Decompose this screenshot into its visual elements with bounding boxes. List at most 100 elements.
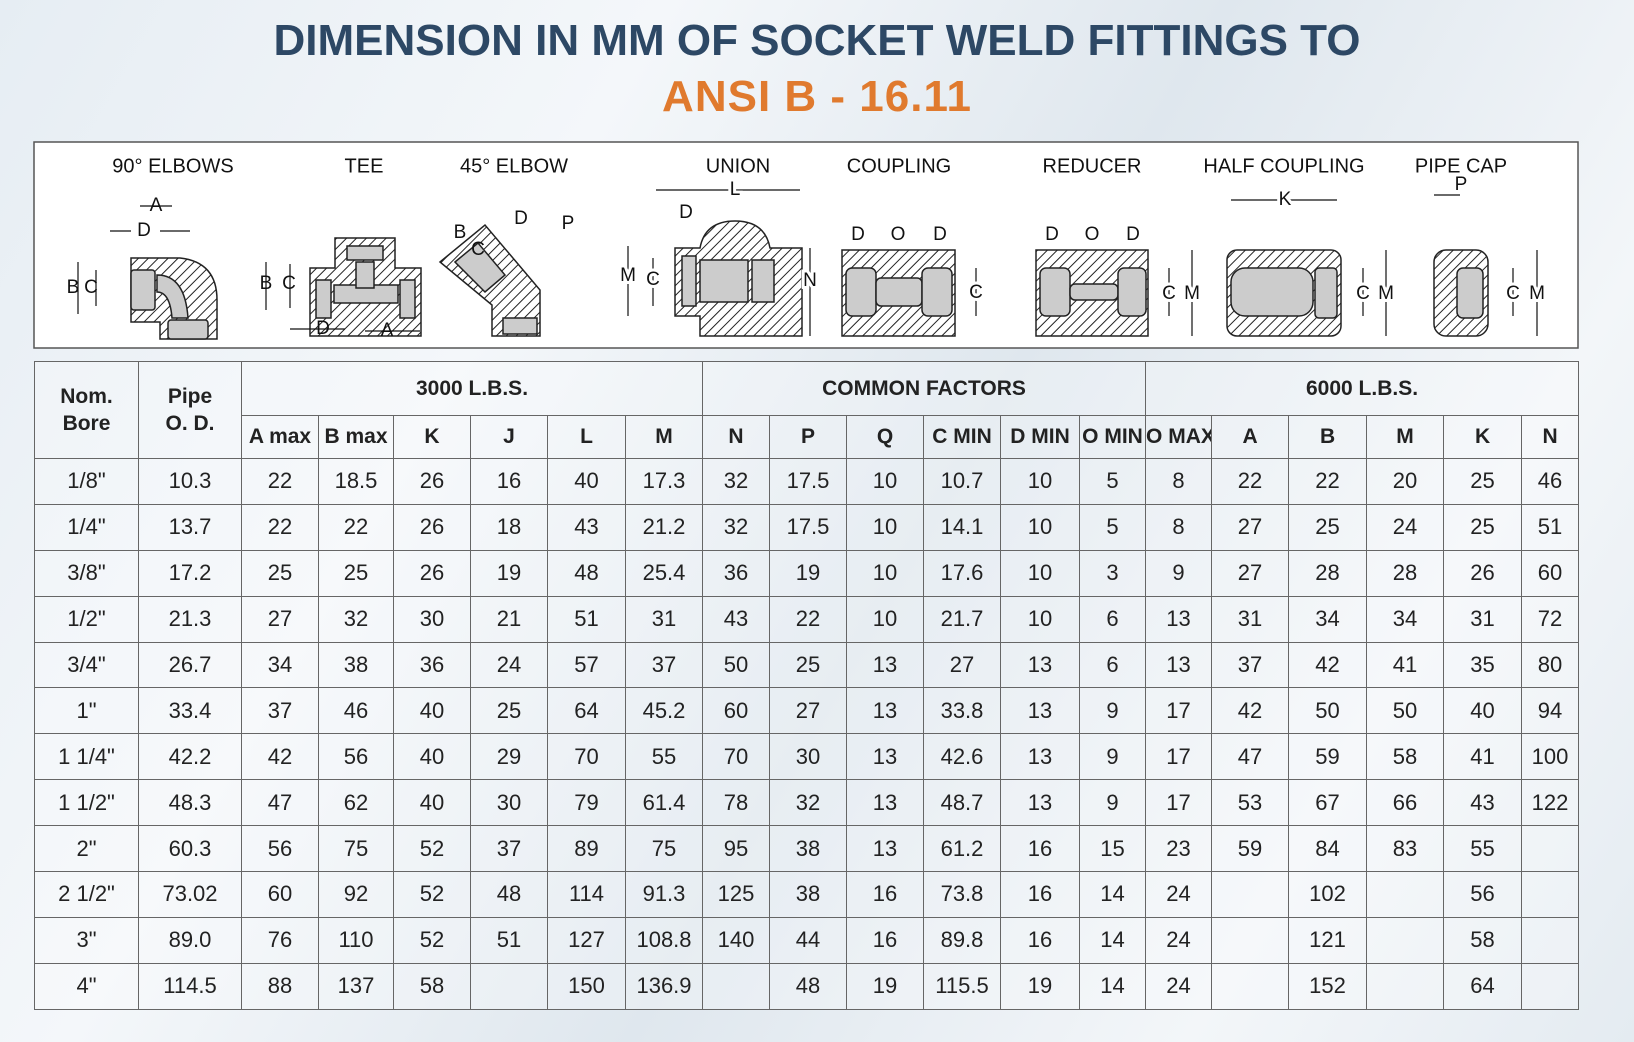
- table-row: 4" 114.5 88 137 58 150 136.9 48 19 115.5 19 14 24 152…: [34, 962, 1580, 1010]
- table-cell: 38: [318, 641, 394, 689]
- table-cell: 13: [846, 641, 924, 689]
- table-cell: 26: [1443, 549, 1523, 597]
- table-cell: 40: [393, 687, 471, 735]
- table-row: A max B max K J L M N P Q C MIN D MIN O MIN O MAX A B M…: [35, 415, 1580, 459]
- row-header: 3/8": [34, 549, 139, 597]
- table-cell: 76: [241, 916, 319, 964]
- table-cell: 61.2: [923, 825, 1001, 873]
- table-cell: 29: [470, 733, 548, 781]
- table-cell: 110: [318, 916, 394, 964]
- table-cell: 89.8: [923, 916, 1001, 964]
- table-cell: 73.02: [138, 871, 242, 918]
- table-cell: 51: [470, 916, 548, 964]
- dim-label: A: [381, 320, 394, 341]
- table-cell: 52: [393, 916, 471, 964]
- table-cell: 58: [1366, 733, 1445, 781]
- table-cell: 13: [1000, 779, 1080, 827]
- table-cell: [1521, 916, 1580, 964]
- table-cell: 89: [547, 825, 626, 873]
- table-cell: 75: [625, 825, 703, 873]
- table-cell: 92: [318, 871, 394, 918]
- table-cell: 21.7: [923, 595, 1001, 643]
- table-cell: 137: [318, 962, 394, 1010]
- table-cell: 13: [1000, 641, 1080, 689]
- table-cell: 56: [241, 825, 319, 873]
- table-cell: 34: [241, 641, 319, 689]
- table-row: 2 1/2" 73.02 60 92 52 48 114 91.3 125 38 16 73.8 16 1…: [34, 871, 1580, 918]
- table-cell: 38: [769, 871, 847, 918]
- table-cell: 22: [241, 503, 319, 551]
- table-row: 1 1/2" 48.3 47 62 40 30 79 61.4 78 32 13 48.7 13 9 17 5…: [34, 779, 1580, 827]
- table-cell: 6: [1078, 595, 1147, 643]
- table-cell: 31: [625, 595, 703, 643]
- table-cell: 34: [1366, 595, 1445, 643]
- table-cell: 127: [547, 916, 626, 964]
- table-cell: 56: [318, 733, 394, 781]
- column-header: K: [1443, 415, 1523, 459]
- table-cell: 14: [1078, 871, 1147, 918]
- table-cell: 47: [241, 779, 319, 827]
- table-cell: 15: [1078, 825, 1147, 873]
- fitting-name: REDUCER: [1043, 155, 1142, 177]
- dim-label: A: [150, 195, 163, 216]
- table-cell: 6: [1078, 641, 1147, 689]
- table-cell: 19: [1000, 962, 1080, 1010]
- table-cell: 9: [1145, 549, 1213, 597]
- fitting-shapes: [130, 220, 1489, 340]
- table-cell: 100: [1521, 733, 1580, 781]
- table-cell: 5: [1078, 458, 1147, 505]
- table-cell: 18: [470, 503, 548, 551]
- table-cell: 32: [702, 458, 770, 505]
- table-cell: 61.4: [625, 779, 703, 827]
- table-cell: 17.2: [138, 549, 242, 597]
- table-cell: 13: [1000, 687, 1080, 735]
- column-header: P: [769, 415, 847, 459]
- table-cell: 114: [547, 871, 626, 918]
- table-cell: 40: [393, 779, 471, 827]
- column-header: N: [702, 415, 770, 459]
- table-cell: 30: [769, 733, 847, 781]
- table-cell: 67: [1288, 779, 1368, 827]
- table-cell: 13.7: [138, 503, 242, 551]
- column-header: L: [547, 415, 626, 459]
- table-cell: [1211, 871, 1290, 918]
- table-cell: 140: [702, 916, 770, 964]
- table-cell: 32: [702, 503, 770, 551]
- table-cell: 22: [769, 595, 847, 643]
- table-row: 3/4" 26.7 34 38 36 24 57 37 50 25 13 27 13 6 13 37 42 41 3…: [34, 641, 1580, 689]
- row-header: 2 1/2": [34, 871, 139, 918]
- table-row: 1/2" 21.3 27 32 30 21 51 31 43 22 10 21.7 10 6 13 31 34 3…: [34, 595, 1580, 643]
- table-cell: 24: [1145, 916, 1213, 964]
- table-cell: 31: [1443, 595, 1523, 643]
- table-cell: 25: [1443, 503, 1523, 551]
- table-cell: 78: [702, 779, 770, 827]
- column-header: B max: [318, 415, 394, 459]
- table-cell: 89.0: [138, 916, 242, 964]
- column-header: N: [1521, 415, 1580, 459]
- column-header: J: [470, 415, 548, 459]
- table-cell: 13: [1145, 595, 1213, 643]
- table-cell: 72: [1521, 595, 1580, 643]
- column-header: Q: [846, 415, 924, 459]
- table-cell: 26: [393, 549, 471, 597]
- table-cell: 48: [470, 871, 548, 918]
- dim-label: B: [260, 273, 273, 294]
- table-cell: 13: [1000, 733, 1080, 781]
- table-cell: 25: [769, 641, 847, 689]
- row-header: 2": [34, 825, 139, 873]
- dim-label: L: [730, 179, 741, 200]
- table-cell: 50: [702, 641, 770, 689]
- table-cell: 17: [1145, 733, 1213, 781]
- column-header: O MAX: [1145, 415, 1213, 459]
- table-cell: 3: [1078, 549, 1147, 597]
- dim-label: C: [646, 269, 660, 290]
- column-header: A: [1211, 415, 1290, 459]
- subtitle: ANSI B - 16.11: [662, 72, 972, 121]
- table-row: 1/8" 10.3 22 18.5 26 16 40 17.3 32 17.5 10 10.7 10 5 8…: [34, 458, 1580, 505]
- dim-label: O: [891, 224, 906, 245]
- table-cell: 41: [1366, 641, 1445, 689]
- dim-label: C: [282, 273, 296, 294]
- dim-label: D: [1126, 224, 1140, 245]
- row-header: 3": [34, 916, 139, 964]
- row-header: 3/4": [34, 641, 139, 689]
